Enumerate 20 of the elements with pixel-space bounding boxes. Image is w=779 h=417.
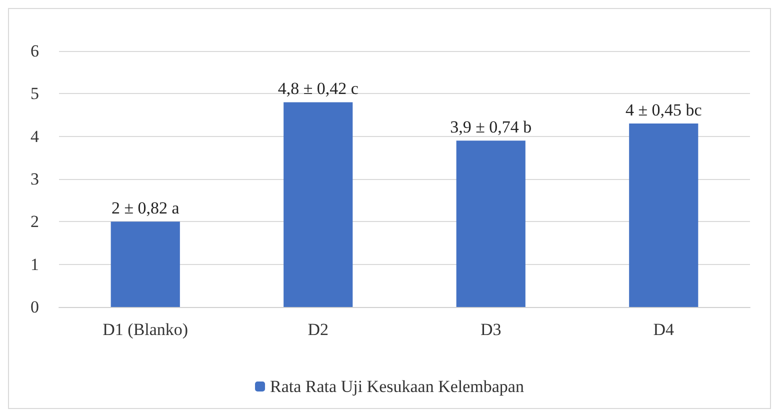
data-label: 3,9 ± 0,74 b (450, 118, 532, 137)
data-label: 4,8 ± 0,42 c (278, 79, 359, 98)
bar (110, 222, 180, 307)
y-tick-label: 6 (30, 42, 39, 60)
y-tick-label: 1 (30, 254, 39, 274)
bar (284, 102, 353, 307)
y-tick-label: 4 (30, 126, 40, 146)
bar (456, 140, 526, 307)
y-tick-label: 2 (30, 212, 39, 232)
x-tick-label: D1 (Blanko) (102, 320, 188, 339)
x-tick-label: D4 (653, 320, 675, 339)
y-tick-label: 5 (30, 84, 39, 104)
bar (629, 124, 698, 307)
legend-label: Rata Rata Uji Kesukaan Kelembapan (270, 377, 524, 396)
y-tick-label: 0 (30, 298, 39, 316)
data-label: 2 ± 0,82 a (111, 198, 180, 218)
x-tick-label: D3 (480, 320, 502, 339)
y-tick-label: 3 (30, 170, 39, 188)
data-label: 4 ± 0,45 bc (625, 100, 702, 120)
x-tick-label: D2 (308, 320, 329, 339)
